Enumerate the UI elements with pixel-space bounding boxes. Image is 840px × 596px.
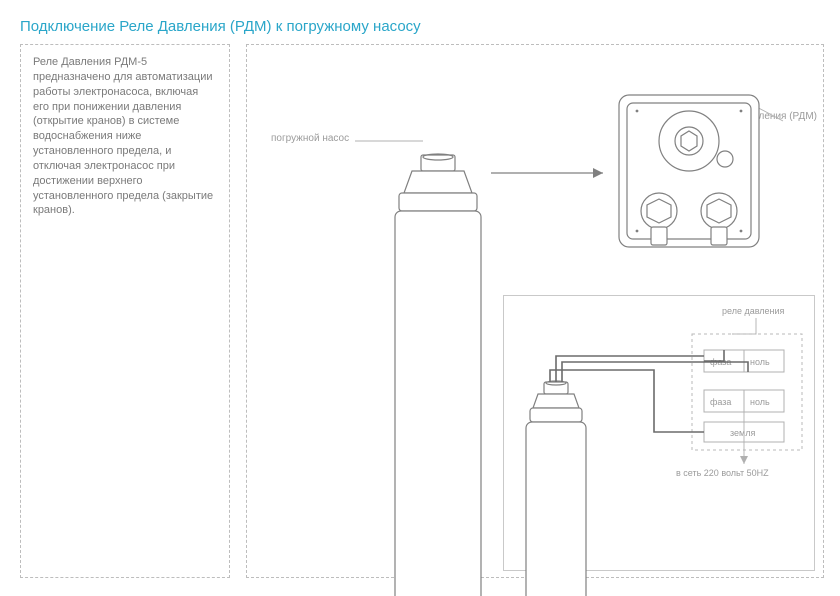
relay-device-icon (619, 95, 759, 247)
ground-label: земля (730, 428, 755, 438)
small-pump-icon (526, 381, 586, 596)
page-title: Подключение Реле Давления (РДМ) к погруж… (20, 18, 421, 35)
t2-phase: фаза (710, 397, 731, 407)
arrow-icon (491, 168, 603, 178)
wiring-diagram: реле давления фаза ноль фаза ноль земля (504, 296, 816, 572)
mains-label: в сеть 220 вольт 50HZ (676, 468, 769, 478)
sidebar-description-text: Реле Давления РДМ-5 предназначено для ав… (33, 56, 213, 216)
terminal-row-2: фаза ноль (704, 390, 784, 412)
t2-neutral: ноль (750, 397, 770, 407)
wiring-inset: реле давления фаза ноль фаза ноль земля (503, 295, 815, 571)
diagram-panel: погружной насос реле давления (РДМ) (246, 44, 824, 578)
sidebar-description-box: Реле Давления РДМ-5 предназначено для ав… (20, 44, 230, 578)
upper-diagram (247, 45, 825, 305)
relay-small-label: реле давления (722, 306, 785, 316)
pump-icon (395, 154, 481, 596)
t1-neutral: ноль (750, 357, 770, 367)
